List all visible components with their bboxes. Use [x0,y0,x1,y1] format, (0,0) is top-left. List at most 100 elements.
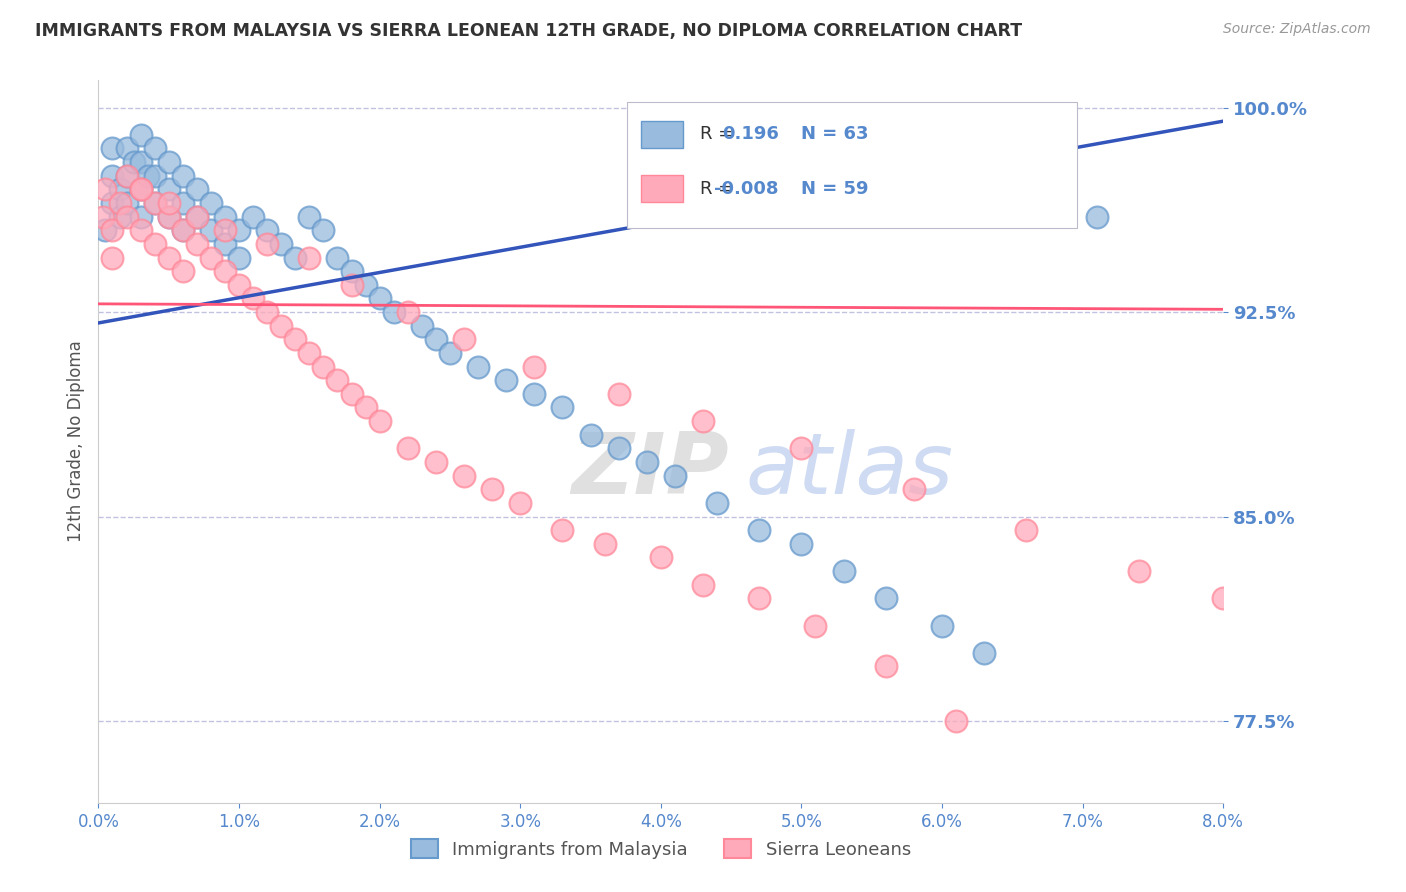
Point [214,236,236,251]
Point [94,223,117,237]
Point [875,591,897,606]
Point [425,332,447,346]
Point [172,223,194,237]
Point [242,210,264,224]
Point [256,236,278,251]
Point [115,196,138,211]
Point [172,169,194,183]
Text: atlas: atlas [745,429,953,512]
Point [1212,591,1234,606]
Text: IMMIGRANTS FROM MALAYSIA VS SIERRA LEONEAN 12TH GRADE, NO DIPLOMA CORRELATION CH: IMMIGRANTS FROM MALAYSIA VS SIERRA LEONE… [35,22,1022,40]
Point [312,359,335,374]
Point [143,236,166,251]
Point [340,264,363,278]
Point [748,523,770,537]
Point [136,169,159,183]
Point [903,482,925,496]
FancyBboxPatch shape [627,102,1077,228]
Point [551,401,574,415]
Point [945,714,967,728]
Point [354,277,377,292]
Point [214,264,236,278]
Point [382,305,405,319]
Point [340,277,363,292]
Point [172,264,194,278]
Point [467,359,489,374]
Point [692,414,714,428]
Point [368,292,391,306]
Point [354,401,377,415]
Point [664,468,686,483]
Point [650,550,672,565]
Point [481,482,503,496]
Point [593,537,616,551]
Point [1029,182,1052,196]
Point [115,210,138,224]
Point [101,223,124,237]
Point [523,387,546,401]
Point [108,210,131,224]
Point [186,182,208,196]
Text: N = 63: N = 63 [801,126,869,144]
Y-axis label: 12th Grade, No Diploma: 12th Grade, No Diploma [66,341,84,542]
Point [453,468,475,483]
Point [298,210,321,224]
Point [425,455,447,469]
Point [706,496,728,510]
FancyBboxPatch shape [641,120,683,148]
Point [579,427,602,442]
Point [91,210,114,224]
Point [1085,210,1108,224]
Point [270,236,292,251]
Point [1015,523,1038,537]
Point [214,210,236,224]
Point [256,223,278,237]
Point [270,318,292,333]
Text: R =: R = [700,179,734,198]
Point [157,210,180,224]
Point [607,387,630,401]
Text: N = 59: N = 59 [801,179,869,198]
Point [875,659,897,673]
Point [509,496,531,510]
Point [692,577,714,591]
Text: -0.008: -0.008 [714,179,779,198]
Point [973,646,995,660]
Point [101,169,124,183]
Point [157,251,180,265]
Point [636,455,658,469]
Text: 0.196: 0.196 [723,126,779,144]
Point [115,169,138,183]
Point [298,251,321,265]
Point [172,196,194,211]
Point [326,251,349,265]
Point [122,155,145,169]
Point [157,155,180,169]
Text: ZIP: ZIP [571,429,728,512]
Point [495,373,517,387]
Point [129,182,152,196]
Text: Source: ZipAtlas.com: Source: ZipAtlas.com [1223,22,1371,37]
Point [228,223,250,237]
Point [108,196,131,211]
Point [157,196,180,211]
Point [832,564,855,578]
Point [94,182,117,196]
Point [129,182,152,196]
Point [186,236,208,251]
Point [439,346,461,360]
Point [931,618,953,632]
Point [748,591,770,606]
Point [298,346,321,360]
Point [143,196,166,211]
Point [284,251,307,265]
Point [453,332,475,346]
Point [607,442,630,456]
Point [551,523,574,537]
Point [804,618,827,632]
FancyBboxPatch shape [641,175,683,202]
Point [186,210,208,224]
Point [186,210,208,224]
Point [1128,564,1150,578]
Point [157,182,180,196]
